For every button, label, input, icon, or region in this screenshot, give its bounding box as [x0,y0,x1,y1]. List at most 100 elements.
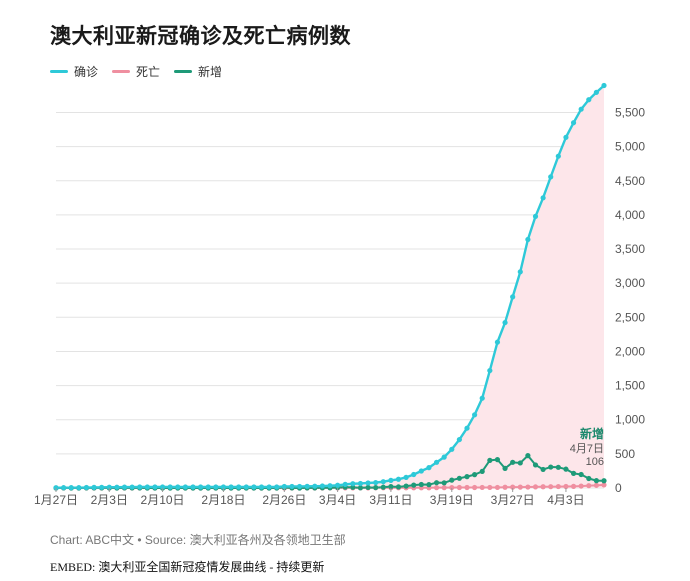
point-new[interactable] [411,482,417,488]
point-confirmed[interactable] [83,484,90,491]
point-confirmed[interactable] [296,483,303,490]
point-confirmed[interactable] [61,485,67,491]
point-new[interactable] [365,484,371,491]
point-confirmed[interactable] [137,484,143,490]
point-confirmed[interactable] [464,425,470,431]
point-confirmed[interactable] [502,319,508,326]
point-confirmed[interactable] [205,484,211,490]
point-deaths[interactable] [570,483,577,489]
point-new[interactable] [525,453,531,459]
point-confirmed[interactable] [540,195,546,201]
point-confirmed[interactable] [395,476,402,482]
point-confirmed[interactable] [281,483,287,490]
point-new[interactable] [418,481,424,488]
legend-item-deaths[interactable]: 死亡 [112,63,160,80]
point-deaths[interactable] [464,484,470,491]
point-confirmed[interactable] [365,480,371,486]
point-confirmed[interactable] [418,468,424,474]
point-confirmed[interactable] [510,294,516,300]
point-new[interactable] [517,460,523,466]
point-new[interactable] [586,475,592,482]
point-confirmed[interactable] [586,97,592,103]
point-confirmed[interactable] [563,134,569,140]
point-confirmed[interactable] [53,485,59,491]
point-deaths[interactable] [532,484,539,490]
point-confirmed[interactable] [243,484,249,490]
point-new[interactable] [373,484,379,491]
point-confirmed[interactable] [152,484,158,490]
point-new[interactable] [570,470,577,476]
point-new[interactable] [532,462,539,468]
point-new[interactable] [456,475,462,481]
point-confirmed[interactable] [266,484,272,490]
point-deaths[interactable] [548,484,554,490]
point-confirmed[interactable] [494,339,501,345]
point-confirmed[interactable] [350,481,356,487]
point-deaths[interactable] [472,484,478,491]
point-confirmed[interactable] [91,484,97,490]
point-confirmed[interactable] [220,484,227,490]
point-new[interactable] [601,478,607,484]
point-new[interactable] [433,480,440,486]
point-confirmed[interactable] [198,484,204,490]
embed-link[interactable]: EMBED: 澳大利亚全国新冠疫情发展曲线 - 持续更新 [50,560,325,574]
point-confirmed[interactable] [601,82,607,89]
point-confirmed[interactable] [403,474,409,480]
point-confirmed[interactable] [213,484,219,490]
point-deaths[interactable] [433,485,440,491]
legend-item-new[interactable]: 新增 [174,63,222,80]
point-new[interactable] [472,472,478,478]
point-confirmed[interactable] [380,479,386,485]
point-deaths[interactable] [441,485,447,491]
point-deaths[interactable] [525,484,531,490]
point-confirmed[interactable] [144,484,150,490]
point-confirmed[interactable] [373,479,379,486]
point-deaths[interactable] [601,482,607,488]
point-confirmed[interactable] [251,484,257,490]
point-confirmed[interactable] [487,367,493,374]
point-confirmed[interactable] [517,269,523,275]
point-confirmed[interactable] [388,477,394,483]
point-new[interactable] [563,466,569,472]
point-new[interactable] [441,480,447,486]
point-confirmed[interactable] [304,483,310,489]
point-deaths[interactable] [517,484,523,490]
point-confirmed[interactable] [312,483,318,489]
point-confirmed[interactable] [167,484,173,490]
point-confirmed[interactable] [159,484,166,490]
point-deaths[interactable] [494,484,501,491]
point-new[interactable] [357,485,364,491]
point-new[interactable] [426,482,432,488]
point-new[interactable] [502,465,508,471]
point-new[interactable] [449,477,455,483]
point-confirmed[interactable] [258,484,265,490]
point-deaths[interactable] [593,482,599,488]
point-confirmed[interactable] [175,484,181,490]
point-confirmed[interactable] [121,484,128,490]
point-confirmed[interactable] [274,484,280,490]
point-new[interactable] [578,471,584,478]
point-new[interactable] [510,459,516,465]
point-deaths[interactable] [487,484,493,491]
point-new[interactable] [494,457,501,463]
point-confirmed[interactable] [411,471,417,478]
point-confirmed[interactable] [472,412,478,418]
point-confirmed[interactable] [342,481,348,487]
point-confirmed[interactable] [441,454,447,460]
point-confirmed[interactable] [456,436,462,443]
point-confirmed[interactable] [182,484,188,490]
point-new[interactable] [593,478,599,484]
point-new[interactable] [395,484,402,490]
point-confirmed[interactable] [357,480,364,487]
point-deaths[interactable] [586,483,592,489]
point-new[interactable] [380,484,386,490]
point-deaths[interactable] [540,484,546,490]
point-confirmed[interactable] [236,484,242,490]
point-deaths[interactable] [502,484,508,490]
point-confirmed[interactable] [327,483,333,489]
point-confirmed[interactable] [578,106,584,112]
point-deaths[interactable] [563,483,569,490]
point-new[interactable] [555,464,561,470]
point-deaths[interactable] [555,483,561,490]
point-confirmed[interactable] [570,120,577,126]
